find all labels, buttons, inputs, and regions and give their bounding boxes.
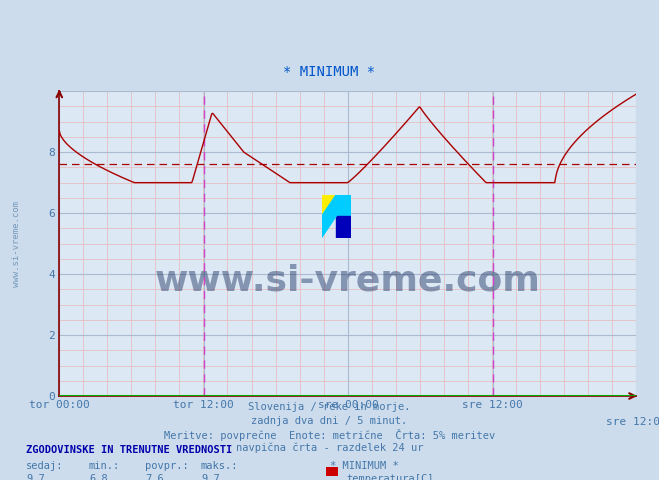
Text: maks.:: maks.: xyxy=(201,461,239,471)
Text: 6,8: 6,8 xyxy=(89,474,107,480)
Text: 9,7: 9,7 xyxy=(201,474,219,480)
Text: Slovenija / reke in morje.: Slovenija / reke in morje. xyxy=(248,402,411,412)
Text: www.si-vreme.com: www.si-vreme.com xyxy=(155,263,540,297)
Text: * MINIMUM *: * MINIMUM * xyxy=(330,461,398,471)
Text: temperatura[C]: temperatura[C] xyxy=(346,474,434,480)
Text: www.si-vreme.com: www.si-vreme.com xyxy=(12,201,20,287)
Bar xyxy=(336,195,351,216)
Text: zadnja dva dni / 5 minut.: zadnja dva dni / 5 minut. xyxy=(251,416,408,426)
Bar xyxy=(336,216,351,238)
Text: 9,7: 9,7 xyxy=(26,474,45,480)
Text: * MINIMUM *: * MINIMUM * xyxy=(283,65,376,79)
Text: sre 12:00: sre 12:00 xyxy=(606,417,659,427)
Text: 7,6: 7,6 xyxy=(145,474,163,480)
Text: povpr.:: povpr.: xyxy=(145,461,188,471)
Text: sedaj:: sedaj: xyxy=(26,461,64,471)
Text: ZGODOVINSKE IN TRENUTNE VREDNOSTI: ZGODOVINSKE IN TRENUTNE VREDNOSTI xyxy=(26,445,233,456)
Text: Meritve: povprečne  Enote: metrične  Črta: 5% meritev: Meritve: povprečne Enote: metrične Črta:… xyxy=(164,429,495,441)
Bar xyxy=(322,195,336,216)
Text: navpična črta - razdelek 24 ur: navpična črta - razdelek 24 ur xyxy=(236,443,423,453)
Text: min.:: min.: xyxy=(89,461,120,471)
Polygon shape xyxy=(322,195,351,238)
